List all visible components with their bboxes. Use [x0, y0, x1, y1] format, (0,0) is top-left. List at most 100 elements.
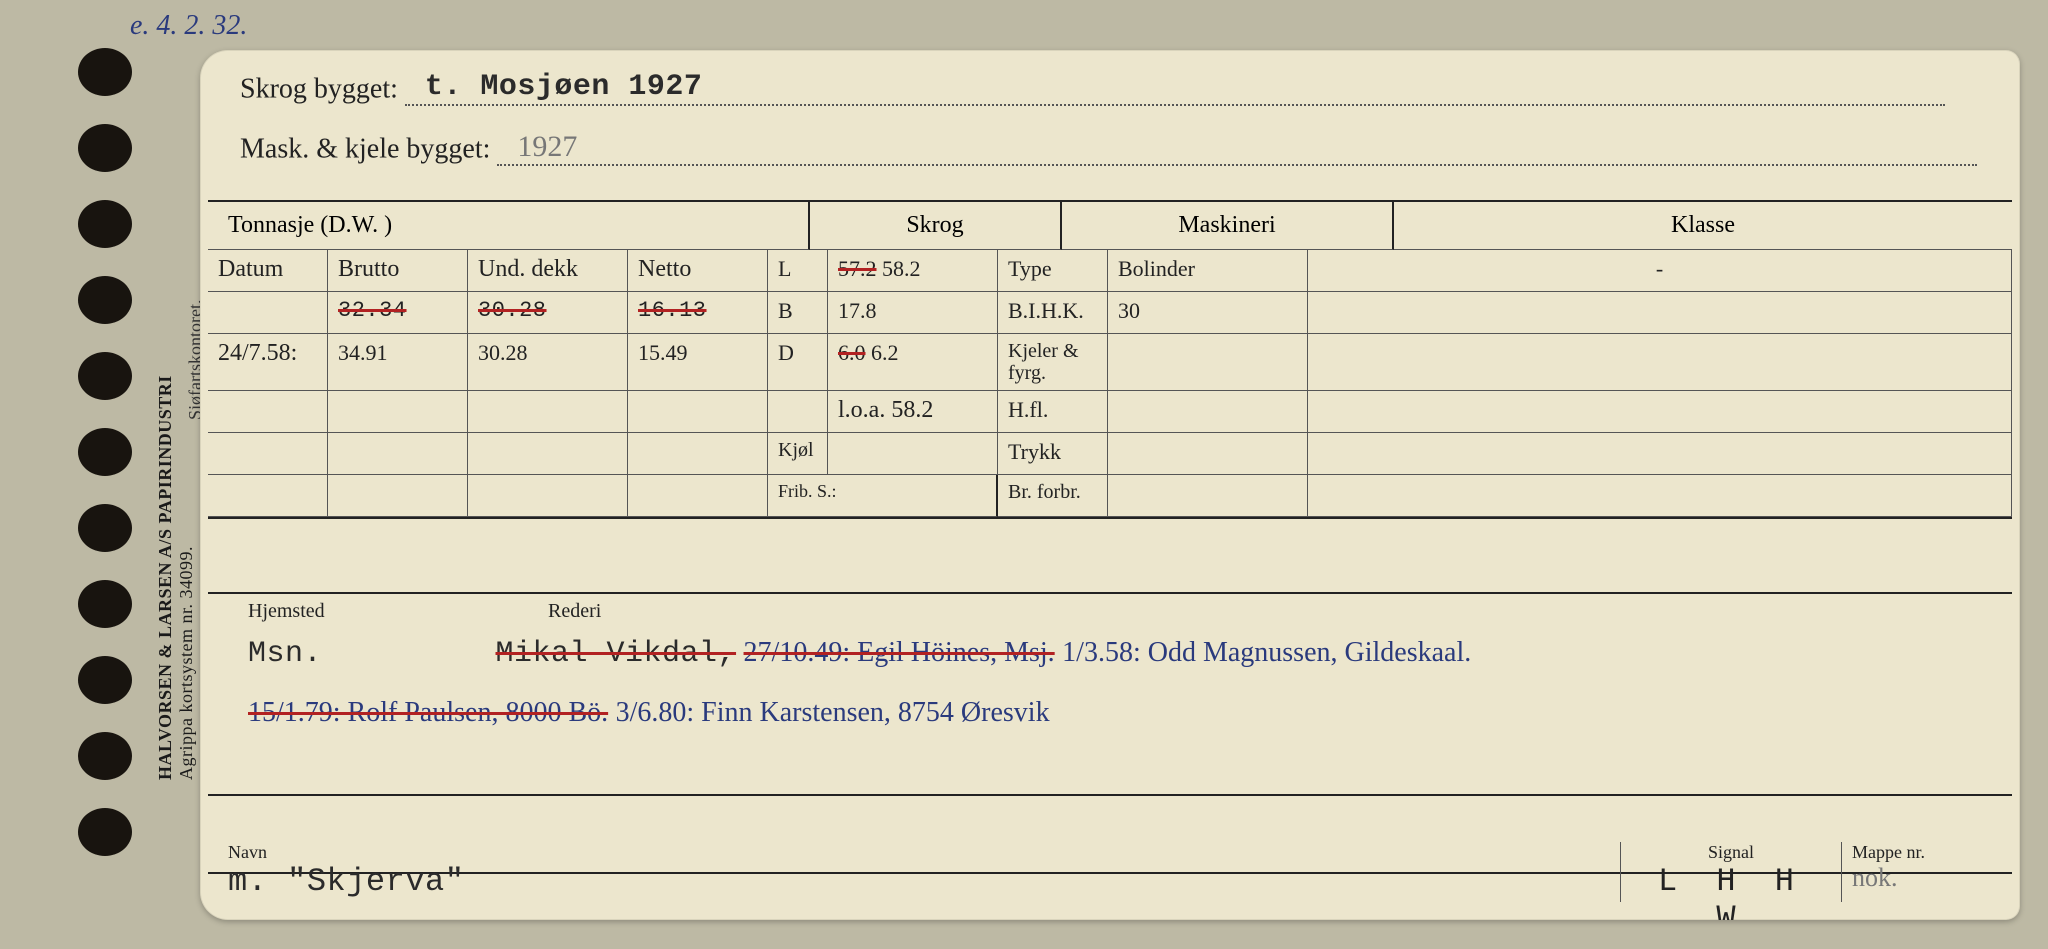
- table-header-top: Tonnasje (D.W. ) Skrog Maskineri Klasse: [208, 202, 2012, 250]
- skrog-D-value: 6.0 6.2: [828, 334, 998, 391]
- skrog-L-label: L: [768, 250, 828, 292]
- klasse-empty: [1308, 433, 2012, 475]
- top-hand-note: e. 4. 2. 32.: [130, 10, 247, 42]
- mask-hfl-label: H.fl.: [998, 391, 1108, 433]
- mask-br-label: Br. forbr.: [998, 475, 1108, 517]
- mask-bygget-label: Mask. & kjele bygget:: [240, 134, 490, 165]
- cell-empty: [328, 391, 468, 433]
- rederi-1c: 1/3.58: Odd Magnussen, Gildeskaal.: [1062, 637, 1471, 668]
- mask-bihk-label: B.I.H.K.: [998, 292, 1108, 334]
- skrog-B-value: 17.8: [828, 292, 998, 334]
- cell-datum: 24/7.58:: [208, 334, 328, 391]
- main-table: Tonnasje (D.W. ) Skrog Maskineri Klasse …: [208, 200, 2012, 519]
- hjemsted-value: Msn.: [248, 626, 488, 683]
- mappe-label: Mappe nr.: [1852, 842, 2002, 863]
- navn-value: m. "Skjerva": [228, 863, 1600, 900]
- skrog-bygget-row: Skrog bygget: t. Mosjøen 1927: [240, 70, 1945, 106]
- skrog-frib-label: Frib. S.:: [768, 475, 998, 517]
- sidebar-line2: Agrippa kortsystem nr. 34099.: [176, 546, 196, 780]
- sidebar-line1: HALVORSEN & LARSEN A/S PAPIRINDUSTRI: [155, 375, 175, 780]
- klasse-value: -: [1308, 250, 2012, 292]
- rederi-label: Rederi: [548, 600, 601, 623]
- cell-empty: [468, 391, 628, 433]
- table-row: 32.34 30.28 16.13 B 17.8 B.I.H.K. 30: [208, 292, 2012, 334]
- navn-block: Navn m. "Skjerva": [208, 842, 1620, 902]
- skrog-D-new: 6.2: [871, 340, 899, 365]
- skrog-header: Skrog: [810, 202, 1062, 250]
- cell-netto: 16.13: [628, 292, 768, 334]
- signal-label: Signal: [1631, 842, 1831, 863]
- rederi-block: Hjemsted Rederi Msn. Mikal Vikdal, 27/10…: [208, 592, 2012, 796]
- hole: [78, 656, 132, 704]
- cell-empty: [628, 475, 768, 517]
- skrog-bygget-value: t. Mosjøen 1927: [405, 70, 703, 104]
- hole: [78, 124, 132, 172]
- klasse-empty: [1308, 391, 2012, 433]
- mask-trykk-value: [1108, 433, 1308, 475]
- signal-block: Signal L H H W: [1620, 842, 1841, 902]
- tonnasje-header: Tonnasje (D.W. ): [208, 202, 810, 250]
- cell-und: 30.28: [468, 334, 628, 391]
- mask-br-value: [1108, 475, 1308, 517]
- mask-kjeler-label: Kjeler & fyrg.: [998, 334, 1108, 391]
- hole: [78, 808, 132, 856]
- cell-brutto: 32.34: [328, 292, 468, 334]
- mask-kjeler-value: [1108, 334, 1308, 391]
- skrog-B-label: B: [768, 292, 828, 334]
- skrog-loa-value: l.o.a. 58.2: [828, 391, 998, 433]
- hole: [78, 200, 132, 248]
- cell-brutto: 34.91: [328, 334, 468, 391]
- cell-empty: [328, 475, 468, 517]
- mask-hfl-value: [1108, 391, 1308, 433]
- skrog-kjol-label: Kjøl: [768, 433, 828, 475]
- hole: [78, 276, 132, 324]
- cell-empty: [628, 391, 768, 433]
- signal-value: L H H W: [1631, 863, 1831, 920]
- cell-netto: 15.49: [628, 334, 768, 391]
- mask-type-label: Type: [998, 250, 1108, 292]
- cell-und: 30.28: [468, 292, 628, 334]
- rederi-content: Msn. Mikal Vikdal, 27/10.49: Egil Höines…: [208, 623, 2012, 740]
- mask-bygget-row: Mask. & kjele bygget: 1927: [240, 130, 1977, 166]
- cell-datum: [208, 292, 328, 334]
- rederi-first: Mikal Vikdal,: [496, 637, 737, 671]
- cell-empty: [208, 475, 328, 517]
- klasse-empty: [1308, 334, 2012, 391]
- hjemsted-label: Hjemsted: [208, 600, 548, 623]
- mask-type-value: Bolinder: [1108, 250, 1308, 292]
- hole: [78, 504, 132, 552]
- mask-bygget-value: 1927: [497, 130, 577, 163]
- index-card: Skrog bygget: t. Mosjøen 1927 Mask. & kj…: [200, 50, 2020, 920]
- hole: [78, 352, 132, 400]
- col-datum: Datum: [208, 250, 328, 292]
- mask-bygget-line: 1927: [497, 130, 1977, 166]
- hole: [78, 428, 132, 476]
- table-row: l.o.a. 58.2 H.fl.: [208, 391, 2012, 433]
- skrog-kjol-value: [828, 433, 998, 475]
- klasse-empty: [1308, 475, 2012, 517]
- page: HALVORSEN & LARSEN A/S PAPIRINDUSTRI Agr…: [0, 0, 2048, 949]
- cell-empty: [468, 475, 628, 517]
- rederi-labels: Hjemsted Rederi: [208, 594, 2012, 623]
- skrog-D-old: 6.0: [838, 340, 866, 365]
- col-brutto: Brutto: [328, 250, 468, 292]
- maskineri-header: Maskineri: [1062, 202, 1394, 250]
- hole: [78, 732, 132, 780]
- table-row: Frib. S.: Br. forbr.: [208, 475, 2012, 517]
- hole: [78, 580, 132, 628]
- skrog-L-old: 57.2: [838, 256, 877, 281]
- mappe-value: nok.: [1852, 863, 2002, 893]
- klasse-empty: [1308, 292, 2012, 334]
- skrog-loa-label: [768, 391, 828, 433]
- cell-empty: [208, 433, 328, 475]
- col-und: Und. dekk: [468, 250, 628, 292]
- table-row: 24/7.58: 34.91 30.28 15.49 D 6.0 6.2 Kje…: [208, 334, 2012, 391]
- cell-empty: [628, 433, 768, 475]
- skrog-bygget-line: t. Mosjøen 1927: [405, 70, 1945, 106]
- rederi-1b: 27/10.49: Egil Höines, Msj.: [744, 637, 1055, 668]
- navn-label: Navn: [228, 842, 1600, 863]
- skrog-bygget-label: Skrog bygget:: [240, 74, 398, 105]
- col-netto: Netto: [628, 250, 768, 292]
- cell-empty: [468, 433, 628, 475]
- hole: [78, 48, 132, 96]
